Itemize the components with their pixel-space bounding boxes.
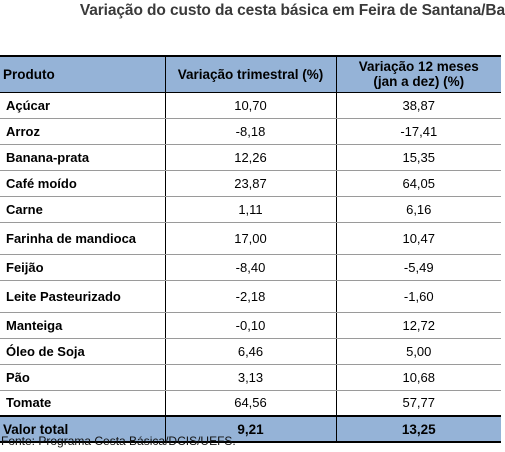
product-cell: Leite Pasteurizado [0, 280, 165, 313]
product-cell: Café moído [0, 170, 165, 197]
annual-cell: 10,68 [335, 364, 501, 391]
table-row: Leite Pasteurizado -2,18 -1,60 [0, 280, 501, 313]
product-cell: Pão [0, 364, 165, 391]
product-cell: Farinha de mandioca [0, 222, 165, 255]
table-row: Banana-prata 12,26 15,35 [0, 144, 501, 171]
annual-cell: 38,87 [335, 92, 501, 119]
product-cell: Açúcar [0, 92, 165, 119]
total-label: Valor total [0, 415, 165, 443]
table-row: Farinha de mandioca 17,00 10,47 [0, 222, 501, 255]
quarterly-cell: 10,70 [164, 92, 336, 119]
annual-cell: -1,60 [335, 280, 501, 313]
product-cell: Banana-prata [0, 144, 165, 171]
quarterly-cell: 64,56 [164, 390, 336, 417]
quarterly-cell: 17,00 [164, 222, 336, 255]
annual-cell: 15,35 [335, 144, 501, 171]
price-variation-table: Produto Variação trimestral (%) Variação… [0, 55, 501, 443]
header-annual-line2: (jan a dez) (%) [373, 74, 465, 90]
table-row: Óleo de Soja 6,46 5,00 [0, 338, 501, 365]
table-row: Café moído 23,87 64,05 [0, 170, 501, 197]
quarterly-cell: -0,10 [164, 312, 336, 339]
header-quarterly: Variação trimestral (%) [164, 55, 337, 93]
header-annual: Variação 12 meses (jan a dez) (%) [336, 55, 501, 93]
quarterly-cell: -2,18 [164, 280, 336, 313]
quarterly-cell: -8,40 [164, 254, 336, 281]
quarterly-cell: 12,26 [164, 144, 336, 171]
table-row: Pão 3,13 10,68 [0, 364, 501, 391]
annual-cell: 6,16 [335, 196, 501, 223]
quarterly-cell: 23,87 [164, 170, 336, 197]
table-row: Açúcar 10,70 38,87 [0, 92, 501, 119]
total-row: Valor total 9,21 13,25 [0, 415, 501, 443]
product-cell: Manteiga [0, 312, 165, 339]
table-row: Tomate 64,56 57,77 [0, 390, 501, 417]
product-cell: Carne [0, 196, 165, 223]
header-product: Produto [0, 55, 165, 93]
total-annual: 13,25 [335, 415, 501, 443]
annual-cell: -17,41 [335, 118, 501, 145]
table-row: Arroz -8,18 -17,41 [0, 118, 501, 145]
annual-cell: -5,49 [335, 254, 501, 281]
header-row: Produto Variação trimestral (%) Variação… [0, 55, 501, 93]
table-row: Feijão -8,40 -5,49 [0, 254, 501, 281]
annual-cell: 5,00 [335, 338, 501, 365]
annual-cell: 57,77 [335, 390, 501, 417]
quarterly-cell: 1,11 [164, 196, 336, 223]
source-note: Fonte: Programa Cesta Básica/DCIS/UEFS. [1, 434, 236, 448]
quarterly-cell: -8,18 [164, 118, 336, 145]
table-row: Carne 1,11 6,16 [0, 196, 501, 223]
annual-cell: 64,05 [335, 170, 501, 197]
annual-cell: 12,72 [335, 312, 501, 339]
total-quarterly: 9,21 [164, 415, 336, 443]
product-cell: Óleo de Soja [0, 338, 165, 365]
annual-cell: 10,47 [335, 222, 501, 255]
table-title: Variação do custo da cesta básica em Fei… [79, 2, 505, 19]
quarterly-cell: 6,46 [164, 338, 336, 365]
header-annual-line1: Variação 12 meses [358, 59, 479, 75]
product-cell: Tomate [0, 390, 165, 417]
product-cell: Arroz [0, 118, 165, 145]
quarterly-cell: 3,13 [164, 364, 336, 391]
table-row: Manteiga -0,10 12,72 [0, 312, 501, 339]
product-cell: Feijão [0, 254, 165, 281]
